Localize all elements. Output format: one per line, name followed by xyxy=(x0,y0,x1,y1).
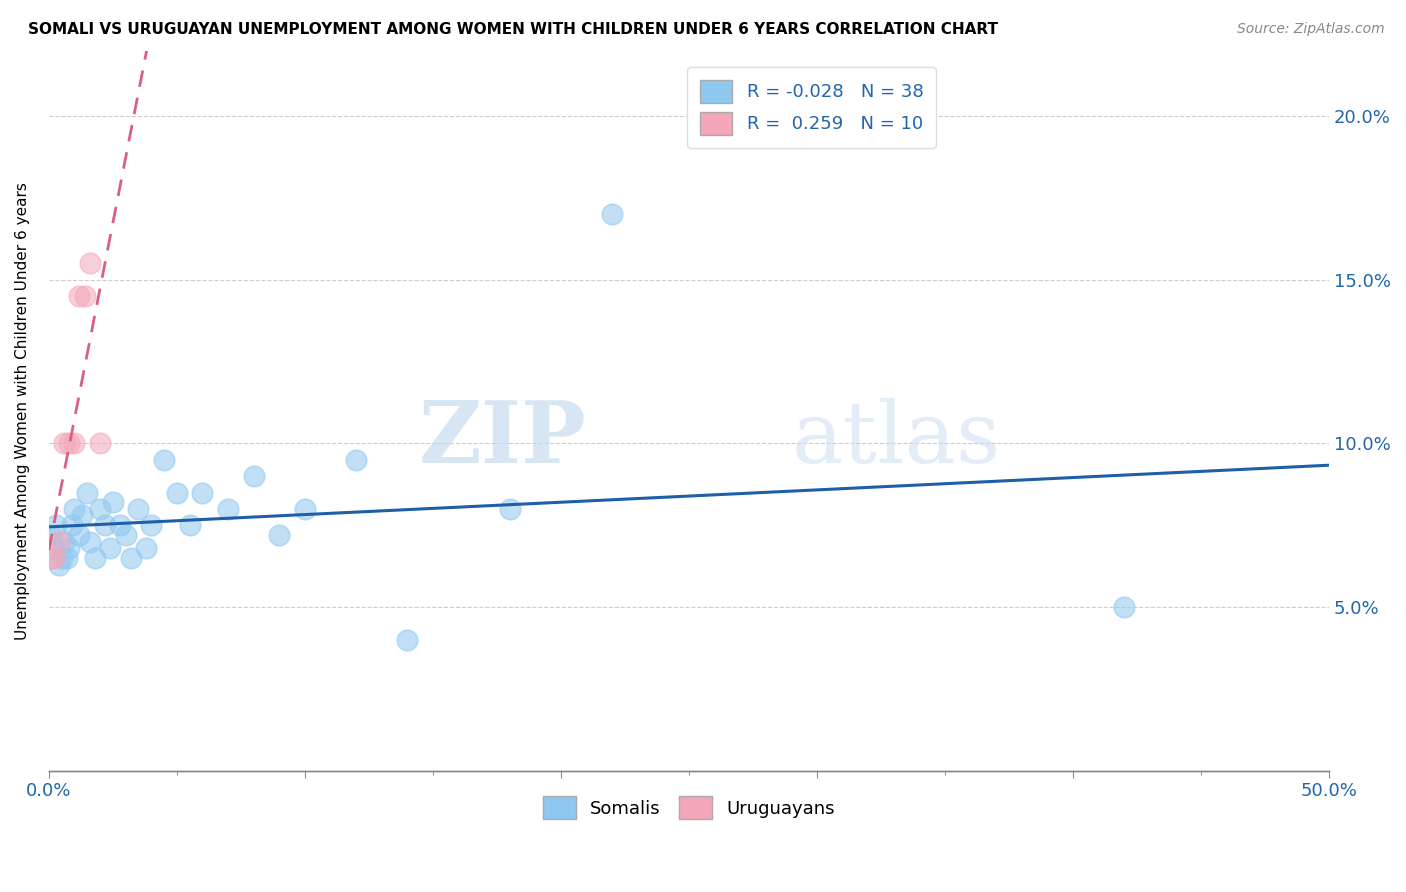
Point xyxy=(83,551,105,566)
Point xyxy=(58,541,80,556)
Point xyxy=(53,534,76,549)
Point xyxy=(141,518,163,533)
Point xyxy=(120,551,142,566)
Point xyxy=(79,534,101,549)
Text: Source: ZipAtlas.com: Source: ZipAtlas.com xyxy=(1237,22,1385,37)
Point xyxy=(42,551,65,566)
Point xyxy=(294,501,316,516)
Point xyxy=(79,256,101,270)
Point xyxy=(499,501,522,516)
Point xyxy=(135,541,157,556)
Point xyxy=(101,495,124,509)
Point xyxy=(94,518,117,533)
Point xyxy=(600,207,623,221)
Point xyxy=(114,528,136,542)
Y-axis label: Unemployment Among Women with Children Under 6 years: Unemployment Among Women with Children U… xyxy=(15,182,30,640)
Text: SOMALI VS URUGUAYAN UNEMPLOYMENT AMONG WOMEN WITH CHILDREN UNDER 6 YEARS CORRELA: SOMALI VS URUGUAYAN UNEMPLOYMENT AMONG W… xyxy=(28,22,998,37)
Point xyxy=(63,436,86,450)
Point xyxy=(110,518,132,533)
Point xyxy=(53,436,76,450)
Point xyxy=(45,518,67,533)
Point xyxy=(73,289,96,303)
Point xyxy=(153,452,176,467)
Point xyxy=(48,558,70,572)
Point xyxy=(396,632,419,647)
Legend: Somalis, Uruguayans: Somalis, Uruguayans xyxy=(536,789,842,827)
Point xyxy=(89,501,111,516)
Point xyxy=(127,501,149,516)
Text: ZIP: ZIP xyxy=(419,398,586,482)
Point xyxy=(344,452,367,467)
Point xyxy=(217,501,239,516)
Point xyxy=(60,518,83,533)
Point xyxy=(55,551,77,566)
Point xyxy=(89,436,111,450)
Point xyxy=(70,508,93,523)
Point xyxy=(58,436,80,450)
Point xyxy=(63,501,86,516)
Point xyxy=(42,541,65,556)
Point xyxy=(69,289,91,303)
Point xyxy=(39,528,62,542)
Point xyxy=(242,469,264,483)
Point xyxy=(51,551,73,566)
Point xyxy=(269,528,291,542)
Point xyxy=(166,485,188,500)
Point xyxy=(98,541,121,556)
Point xyxy=(48,534,70,549)
Point xyxy=(69,528,91,542)
Point xyxy=(39,551,62,566)
Point xyxy=(1114,600,1136,615)
Text: atlas: atlas xyxy=(792,398,1001,481)
Point xyxy=(191,485,214,500)
Point xyxy=(76,485,98,500)
Point xyxy=(179,518,201,533)
